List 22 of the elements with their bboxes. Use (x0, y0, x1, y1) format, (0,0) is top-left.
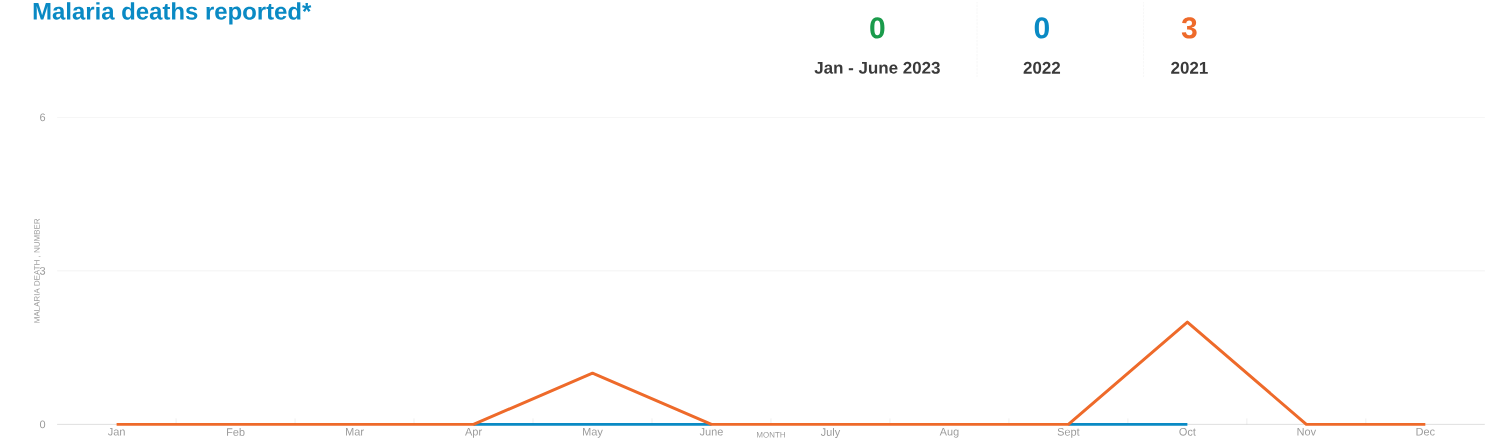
x-tick-label: Dec (1416, 427, 1435, 436)
x-tick-label: June (699, 427, 723, 436)
text: 2021 (1171, 61, 1208, 74)
x-tick-label: Aug (939, 427, 959, 438)
text: Jan - June 2023 (814, 61, 940, 74)
text: 0 (1034, 17, 1049, 39)
text: 3 (1181, 17, 1197, 39)
y-tick-label: 6 (40, 113, 46, 121)
x-tick-label: Jan (107, 427, 125, 436)
chart-title: Malaria deaths reported* (33, 1, 312, 25)
x-tick-label: Apr (465, 427, 482, 438)
y-tick-label: 3 (39, 266, 46, 275)
x-tick-label: Sept (1057, 427, 1080, 438)
x-tick-label: July (820, 427, 841, 438)
x-tick-label: Mar (346, 427, 364, 436)
x-tick-label: May (583, 427, 603, 438)
text: 0 (870, 17, 885, 39)
y-tick-label: 0 (39, 420, 46, 429)
x-tick-label: Oct (1179, 427, 1196, 436)
text: 2022 (1023, 61, 1061, 74)
x-tick-label: Nov (1297, 427, 1317, 436)
x-tick-label: Feb (227, 427, 245, 436)
